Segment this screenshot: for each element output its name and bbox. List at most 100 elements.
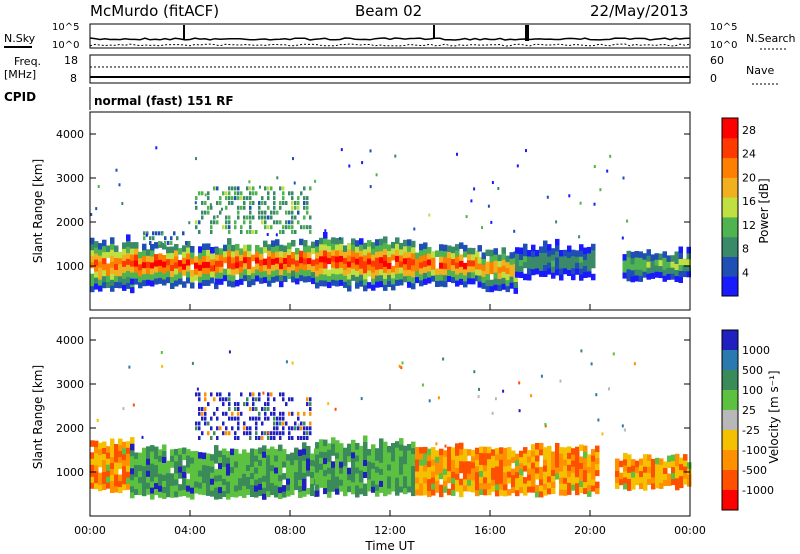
power-cell <box>361 161 364 165</box>
power-cell <box>190 282 195 289</box>
power-cell <box>122 254 127 261</box>
velocity-cell <box>96 418 99 422</box>
velocity-cell <box>228 431 231 436</box>
velocity-cell <box>198 426 201 431</box>
velocity-cell <box>379 444 384 451</box>
velocity-cell <box>178 454 183 461</box>
power-cell <box>403 251 408 259</box>
power-cell <box>638 275 643 282</box>
velocity-cell <box>494 397 497 401</box>
velocity-cell <box>483 458 488 466</box>
power-cell <box>335 250 340 257</box>
velocity-cell <box>258 465 263 472</box>
velocity-cell <box>375 490 380 497</box>
power-cell <box>130 248 135 255</box>
power-cell <box>583 247 588 254</box>
velocity-cell <box>282 411 285 416</box>
power-cell <box>295 277 300 285</box>
power-cell <box>259 265 264 272</box>
power-cell <box>662 251 667 258</box>
power-cell <box>403 269 408 277</box>
power-cell <box>527 268 532 275</box>
velocity-cell <box>118 462 123 470</box>
velocity-cell <box>351 481 356 489</box>
velocity-cell <box>162 480 167 487</box>
power-cell <box>319 243 324 251</box>
velocity-cell <box>447 452 452 460</box>
velocity-cell <box>230 490 235 498</box>
power-cell <box>170 246 175 253</box>
velocity-cell <box>407 474 412 481</box>
velocity-cell <box>122 459 127 467</box>
velocity-cell <box>306 426 309 431</box>
power-cell <box>355 246 360 253</box>
power-cell <box>387 250 392 257</box>
power-cell <box>355 258 360 265</box>
power-cell <box>634 269 639 276</box>
velocity-cell <box>423 470 428 478</box>
velocity-cell <box>375 472 380 479</box>
power-cell <box>489 261 494 269</box>
velocity-colorbar-swatch <box>722 470 738 491</box>
power-cell <box>559 274 564 281</box>
velocity-cell <box>110 480 115 487</box>
velocity-cell <box>459 484 464 492</box>
velocity-cell <box>531 468 536 475</box>
velocity-cell <box>363 489 368 496</box>
velocity-cell <box>635 460 640 468</box>
power-cell <box>134 260 139 267</box>
velocity-cell <box>415 483 420 490</box>
velocity-cell <box>437 396 440 400</box>
velocity-cell <box>158 491 163 498</box>
velocity-cell <box>178 484 183 491</box>
power-cell <box>195 157 197 161</box>
velocity-cell <box>595 445 600 453</box>
velocity-cell <box>262 475 267 482</box>
velocity-cell <box>306 488 311 495</box>
velocity-cell <box>479 464 484 471</box>
power-cell <box>170 252 175 259</box>
velocity-cell <box>547 469 552 477</box>
power-cell <box>407 263 412 270</box>
velocity-cell <box>507 465 512 472</box>
velocity-cell <box>527 486 532 493</box>
velocity-cell <box>234 485 239 492</box>
power-cell <box>579 250 584 257</box>
power-cell <box>327 257 332 265</box>
power-cell <box>102 251 107 259</box>
power-cell <box>339 279 344 286</box>
velocity-cell <box>439 454 444 462</box>
velocity-cell <box>270 411 273 416</box>
power-cell <box>391 277 396 285</box>
power-cell <box>682 264 687 272</box>
power-cell <box>395 255 400 262</box>
velocity-cell <box>204 407 207 411</box>
velocity-cell <box>387 488 392 495</box>
velocity-cell <box>278 468 283 476</box>
velocity-cell <box>339 449 344 456</box>
power-cell <box>335 274 340 281</box>
power-cell <box>198 220 201 225</box>
station-title: McMurdo (fitACF) <box>90 2 219 20</box>
power-cell <box>303 276 308 283</box>
velocity-cell <box>255 397 258 402</box>
power-cell <box>150 274 155 281</box>
velocity-cell <box>495 483 500 491</box>
velocity-cell <box>491 449 496 456</box>
velocity-cell <box>237 421 240 426</box>
power-cell <box>225 220 228 225</box>
power-cell <box>467 277 472 285</box>
velocity-cell <box>451 453 456 460</box>
velocity-cell <box>447 488 452 496</box>
power-cell <box>228 220 231 225</box>
power-cell <box>591 273 596 281</box>
power-cell <box>634 263 639 270</box>
velocity-cell <box>303 431 306 436</box>
velocity-cell <box>399 450 404 457</box>
power-cell <box>142 267 147 275</box>
power-cell <box>481 258 486 265</box>
power-cell <box>134 242 139 249</box>
velocity-cell <box>675 459 680 467</box>
velocity-cell <box>675 465 680 473</box>
